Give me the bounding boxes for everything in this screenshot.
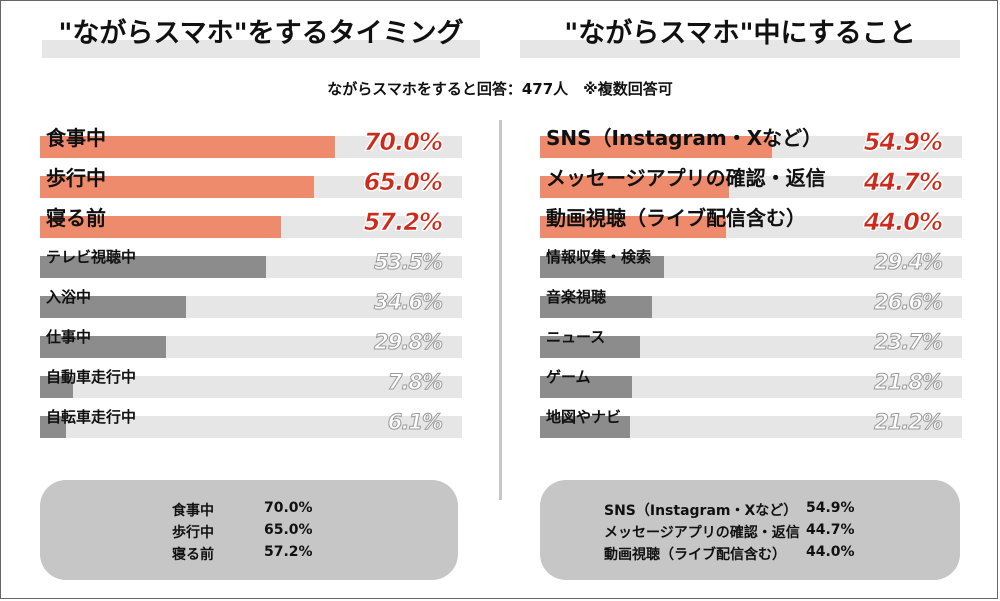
bar — [40, 256, 266, 278]
bar-row: メッセージアプリの確認・返信 44.7% — [540, 158, 962, 198]
bar-category-label: 食事中 — [46, 126, 106, 150]
bar — [40, 136, 336, 158]
bar — [40, 416, 66, 438]
bar-category-label: 地図やナビ — [546, 408, 622, 426]
bar-category-label: テレビ視聴中 — [46, 248, 137, 266]
bar-row: 仕事中 29.8% — [40, 318, 462, 358]
summary-value: 44.0% — [806, 544, 855, 560]
bar-track — [540, 416, 962, 438]
bar-row: 情報収集・検索 29.4% — [540, 238, 962, 278]
bar-value-label: 21.8% — [874, 370, 944, 395]
bar-category-label: SNS（Instagram・Xなど） — [546, 126, 823, 150]
bar — [40, 336, 166, 358]
bar-value-label: 70.0% — [363, 128, 443, 157]
bar — [540, 376, 632, 398]
bar — [540, 296, 653, 318]
summary-value: 70.0% — [264, 500, 313, 516]
bar-category-label: ゲーム — [546, 368, 591, 386]
bar-value-label: 29.8% — [374, 330, 444, 355]
bar-category-label: 動画視聴（ライブ配信含む） — [546, 206, 806, 230]
summary-name: 歩行中 — [172, 525, 214, 541]
bar-category-label: 入浴中 — [46, 288, 92, 306]
left-chart-title: "ながらスマホ"をするタイミング — [42, 10, 480, 58]
bar-row: 音楽視聴 26.6% — [540, 278, 962, 318]
bar — [40, 296, 186, 318]
summary-value: 65.0% — [264, 522, 313, 538]
summary-value: 54.9% — [806, 500, 855, 516]
bar-category-label: メッセージアプリの確認・返信 — [546, 166, 826, 190]
summary-name: メッセージアプリの確認・返信 — [604, 525, 800, 541]
bar — [540, 336, 640, 358]
bar-track — [540, 336, 962, 358]
bar-value-label: 29.4% — [874, 250, 944, 275]
center-divider — [499, 120, 502, 500]
bar-value-label: 54.9% — [863, 128, 943, 157]
summary-name: 動画視聴（ライブ配信含む） — [604, 547, 786, 563]
bar-track — [40, 376, 462, 398]
bar-category-label: 仕事中 — [46, 328, 92, 346]
bar-value-label: 57.2% — [363, 208, 443, 237]
bar-row: 地図やナビ 21.2% — [540, 398, 962, 438]
bar-category-label: 自転車走行中 — [46, 408, 137, 426]
bar-category-label: ニュース — [546, 328, 606, 346]
bar-row: SNS（Instagram・Xなど） 54.9% — [540, 118, 962, 158]
bar-value-label: 21.2% — [874, 410, 944, 435]
right-chart-title: "ながらスマホ"中にすること — [520, 10, 960, 58]
bar-value-label: 26.6% — [874, 290, 944, 315]
bar-row: 食事中 70.0% — [40, 118, 462, 158]
bar-row: 寝る前 57.2% — [40, 198, 462, 238]
summary-value: 44.7% — [806, 522, 855, 538]
summary-box-right: SNS（Instagram・Xなど） 54.9% メッセージアプリの確認・返信 44.… — [540, 480, 960, 580]
bar-value-label: 34.6% — [374, 290, 444, 315]
summary-name: SNS（Instagram・Xなど） — [604, 503, 798, 519]
bar-category-label: 歩行中 — [46, 166, 106, 190]
bar-category-label: 情報収集・検索 — [546, 248, 652, 266]
bar-row: 入浴中 34.6% — [40, 278, 462, 318]
bar-row: 動画視聴（ライブ配信含む） 44.0% — [540, 198, 962, 238]
bar-row: ニュース 23.7% — [540, 318, 962, 358]
bar-value-label: 44.7% — [863, 168, 943, 197]
bar — [540, 216, 726, 238]
bar-row: 自転車走行中 6.1% — [40, 398, 462, 438]
summary-name: 寝る前 — [172, 547, 214, 563]
bar-value-label: 65.0% — [363, 168, 443, 197]
bar — [540, 416, 630, 438]
bar-row: 歩行中 65.0% — [40, 158, 462, 198]
bar-row: ゲーム 21.8% — [540, 358, 962, 398]
summary-box-left: 食事中 70.0% 歩行中 65.0% 寝る前 57.2% — [40, 480, 458, 580]
bar-category-label: 自動車走行中 — [46, 368, 137, 386]
bar-value-label: 23.7% — [874, 330, 944, 355]
bar-track — [40, 416, 462, 438]
bar — [540, 256, 665, 278]
bar-value-label: 53.5% — [374, 250, 444, 275]
bar — [40, 176, 315, 198]
bar-value-label: 7.8% — [387, 370, 443, 395]
bar — [540, 176, 729, 198]
bar-value-label: 6.1% — [387, 410, 443, 435]
summary-value: 57.2% — [264, 544, 313, 560]
bar-row: 自動車走行中 7.8% — [40, 358, 462, 398]
bar-row: テレビ視聴中 53.5% — [40, 238, 462, 278]
bar — [40, 216, 282, 238]
bar-track — [540, 376, 962, 398]
survey-subtitle: ながらスマホをすると回答：477人 ※複数回答可 — [327, 80, 673, 98]
bar-category-label: 寝る前 — [46, 206, 106, 230]
bar-value-label: 44.0% — [863, 208, 943, 237]
bar — [540, 136, 772, 158]
summary-name: 食事中 — [172, 503, 214, 519]
bar — [40, 376, 73, 398]
bar-category-label: 音楽視聴 — [546, 288, 607, 306]
